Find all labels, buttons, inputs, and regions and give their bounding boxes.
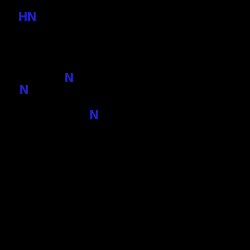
Text: N: N: [89, 109, 99, 122]
Text: N: N: [19, 84, 29, 96]
Text: HN: HN: [18, 11, 38, 24]
Text: N: N: [64, 72, 74, 85]
